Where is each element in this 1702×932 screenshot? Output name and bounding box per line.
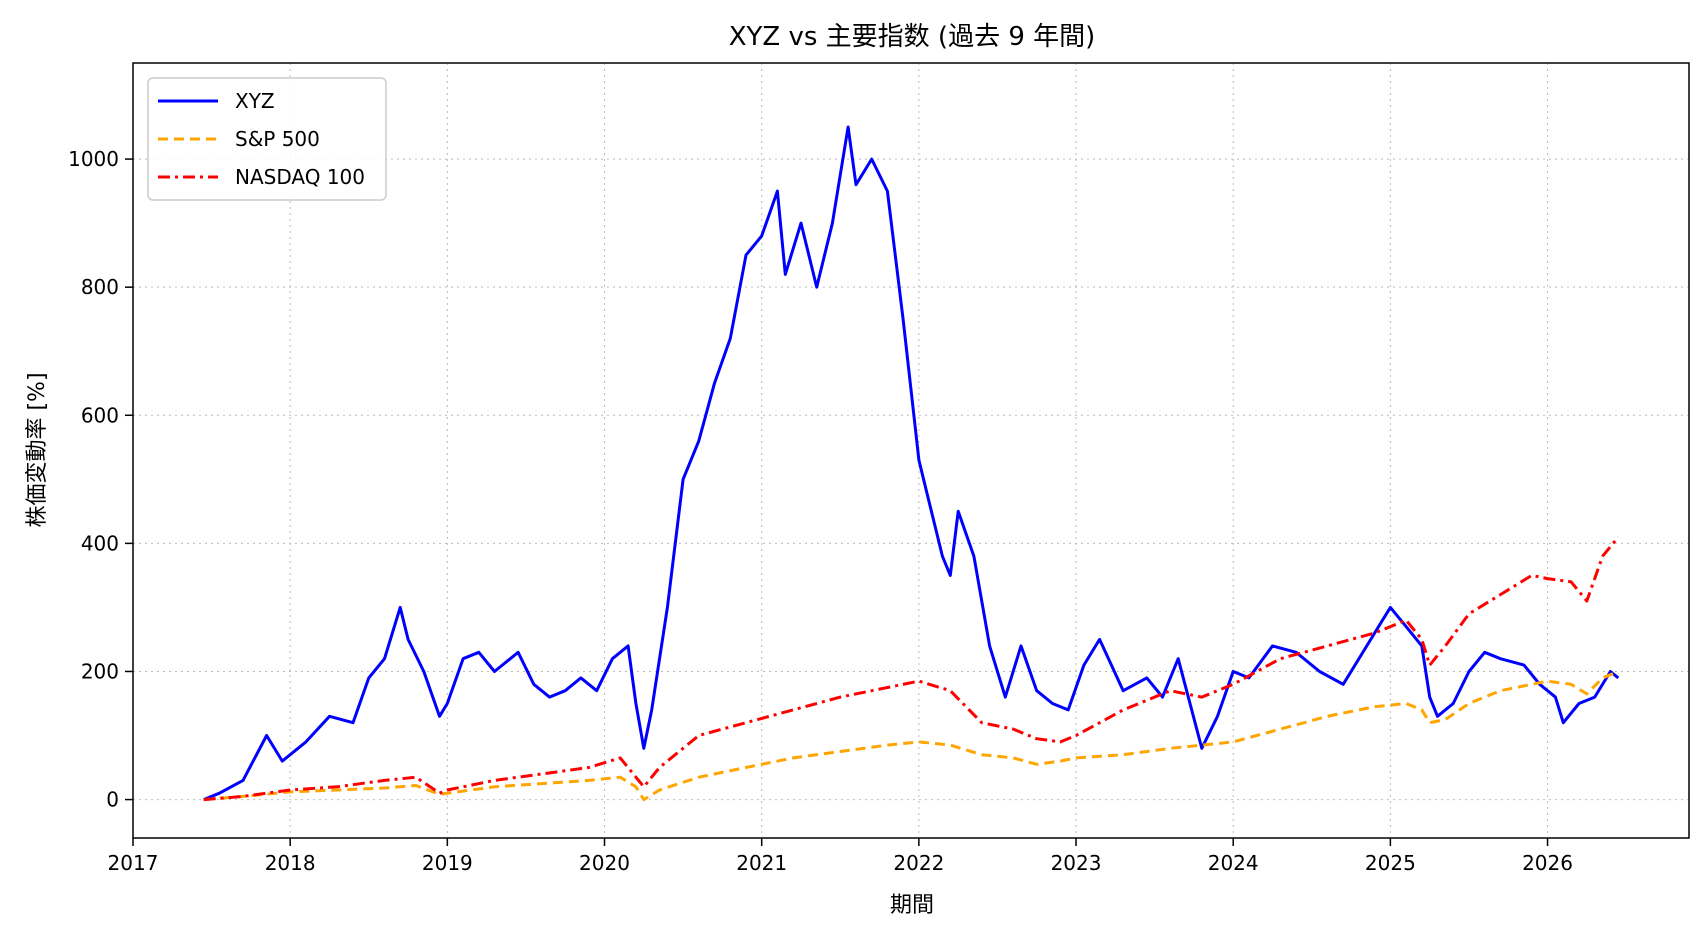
plot-frame bbox=[132, 62, 1690, 839]
y-tick-label: 600 bbox=[81, 403, 119, 427]
series-line-1 bbox=[203, 670, 1619, 802]
legend: XYZ S&P 500 NASDAQ 100 bbox=[147, 77, 387, 201]
legend-label: NASDAQ 100 bbox=[235, 165, 365, 189]
x-axis-label: 期間 bbox=[890, 893, 934, 918]
x-tick-label: 2024 bbox=[1208, 851, 1259, 875]
y-tick-label: 400 bbox=[81, 531, 119, 555]
x-tick-label: 2025 bbox=[1365, 851, 1416, 875]
y-axis: 0 200 400 600 800 1000 bbox=[68, 147, 133, 812]
y-axis-label: 株価変動率 [%] bbox=[25, 372, 50, 527]
y-tick-label: 1000 bbox=[68, 147, 119, 171]
y-tick-label: 200 bbox=[81, 659, 119, 683]
grid bbox=[132, 63, 1689, 838]
y-tick-label: 0 bbox=[106, 788, 119, 812]
y-tick-label: 800 bbox=[81, 275, 119, 299]
x-tick-label: 2023 bbox=[1051, 851, 1102, 875]
x-tick-label: 2021 bbox=[736, 851, 787, 875]
series-line-2 bbox=[203, 536, 1620, 802]
x-tick-label: 2017 bbox=[108, 851, 159, 875]
legend-label: XYZ bbox=[235, 89, 275, 113]
legend-box bbox=[147, 77, 387, 201]
x-tick-label: 2022 bbox=[893, 851, 944, 875]
x-axis: 2017 2018 2019 2020 2021 2022 2023 2024 2025 2026 bbox=[108, 838, 1573, 875]
chart-title: XYZ vs 主要指数 (過去 9 年間) bbox=[729, 22, 1096, 52]
x-tick-label: 2019 bbox=[422, 851, 473, 875]
x-tick-label: 2018 bbox=[265, 851, 316, 875]
x-tick-label: 2026 bbox=[1522, 851, 1573, 875]
x-tick-label: 2020 bbox=[579, 851, 630, 875]
legend-label: S&P 500 bbox=[235, 127, 320, 151]
series-layer bbox=[203, 125, 1620, 802]
series-line-0 bbox=[203, 125, 1620, 801]
